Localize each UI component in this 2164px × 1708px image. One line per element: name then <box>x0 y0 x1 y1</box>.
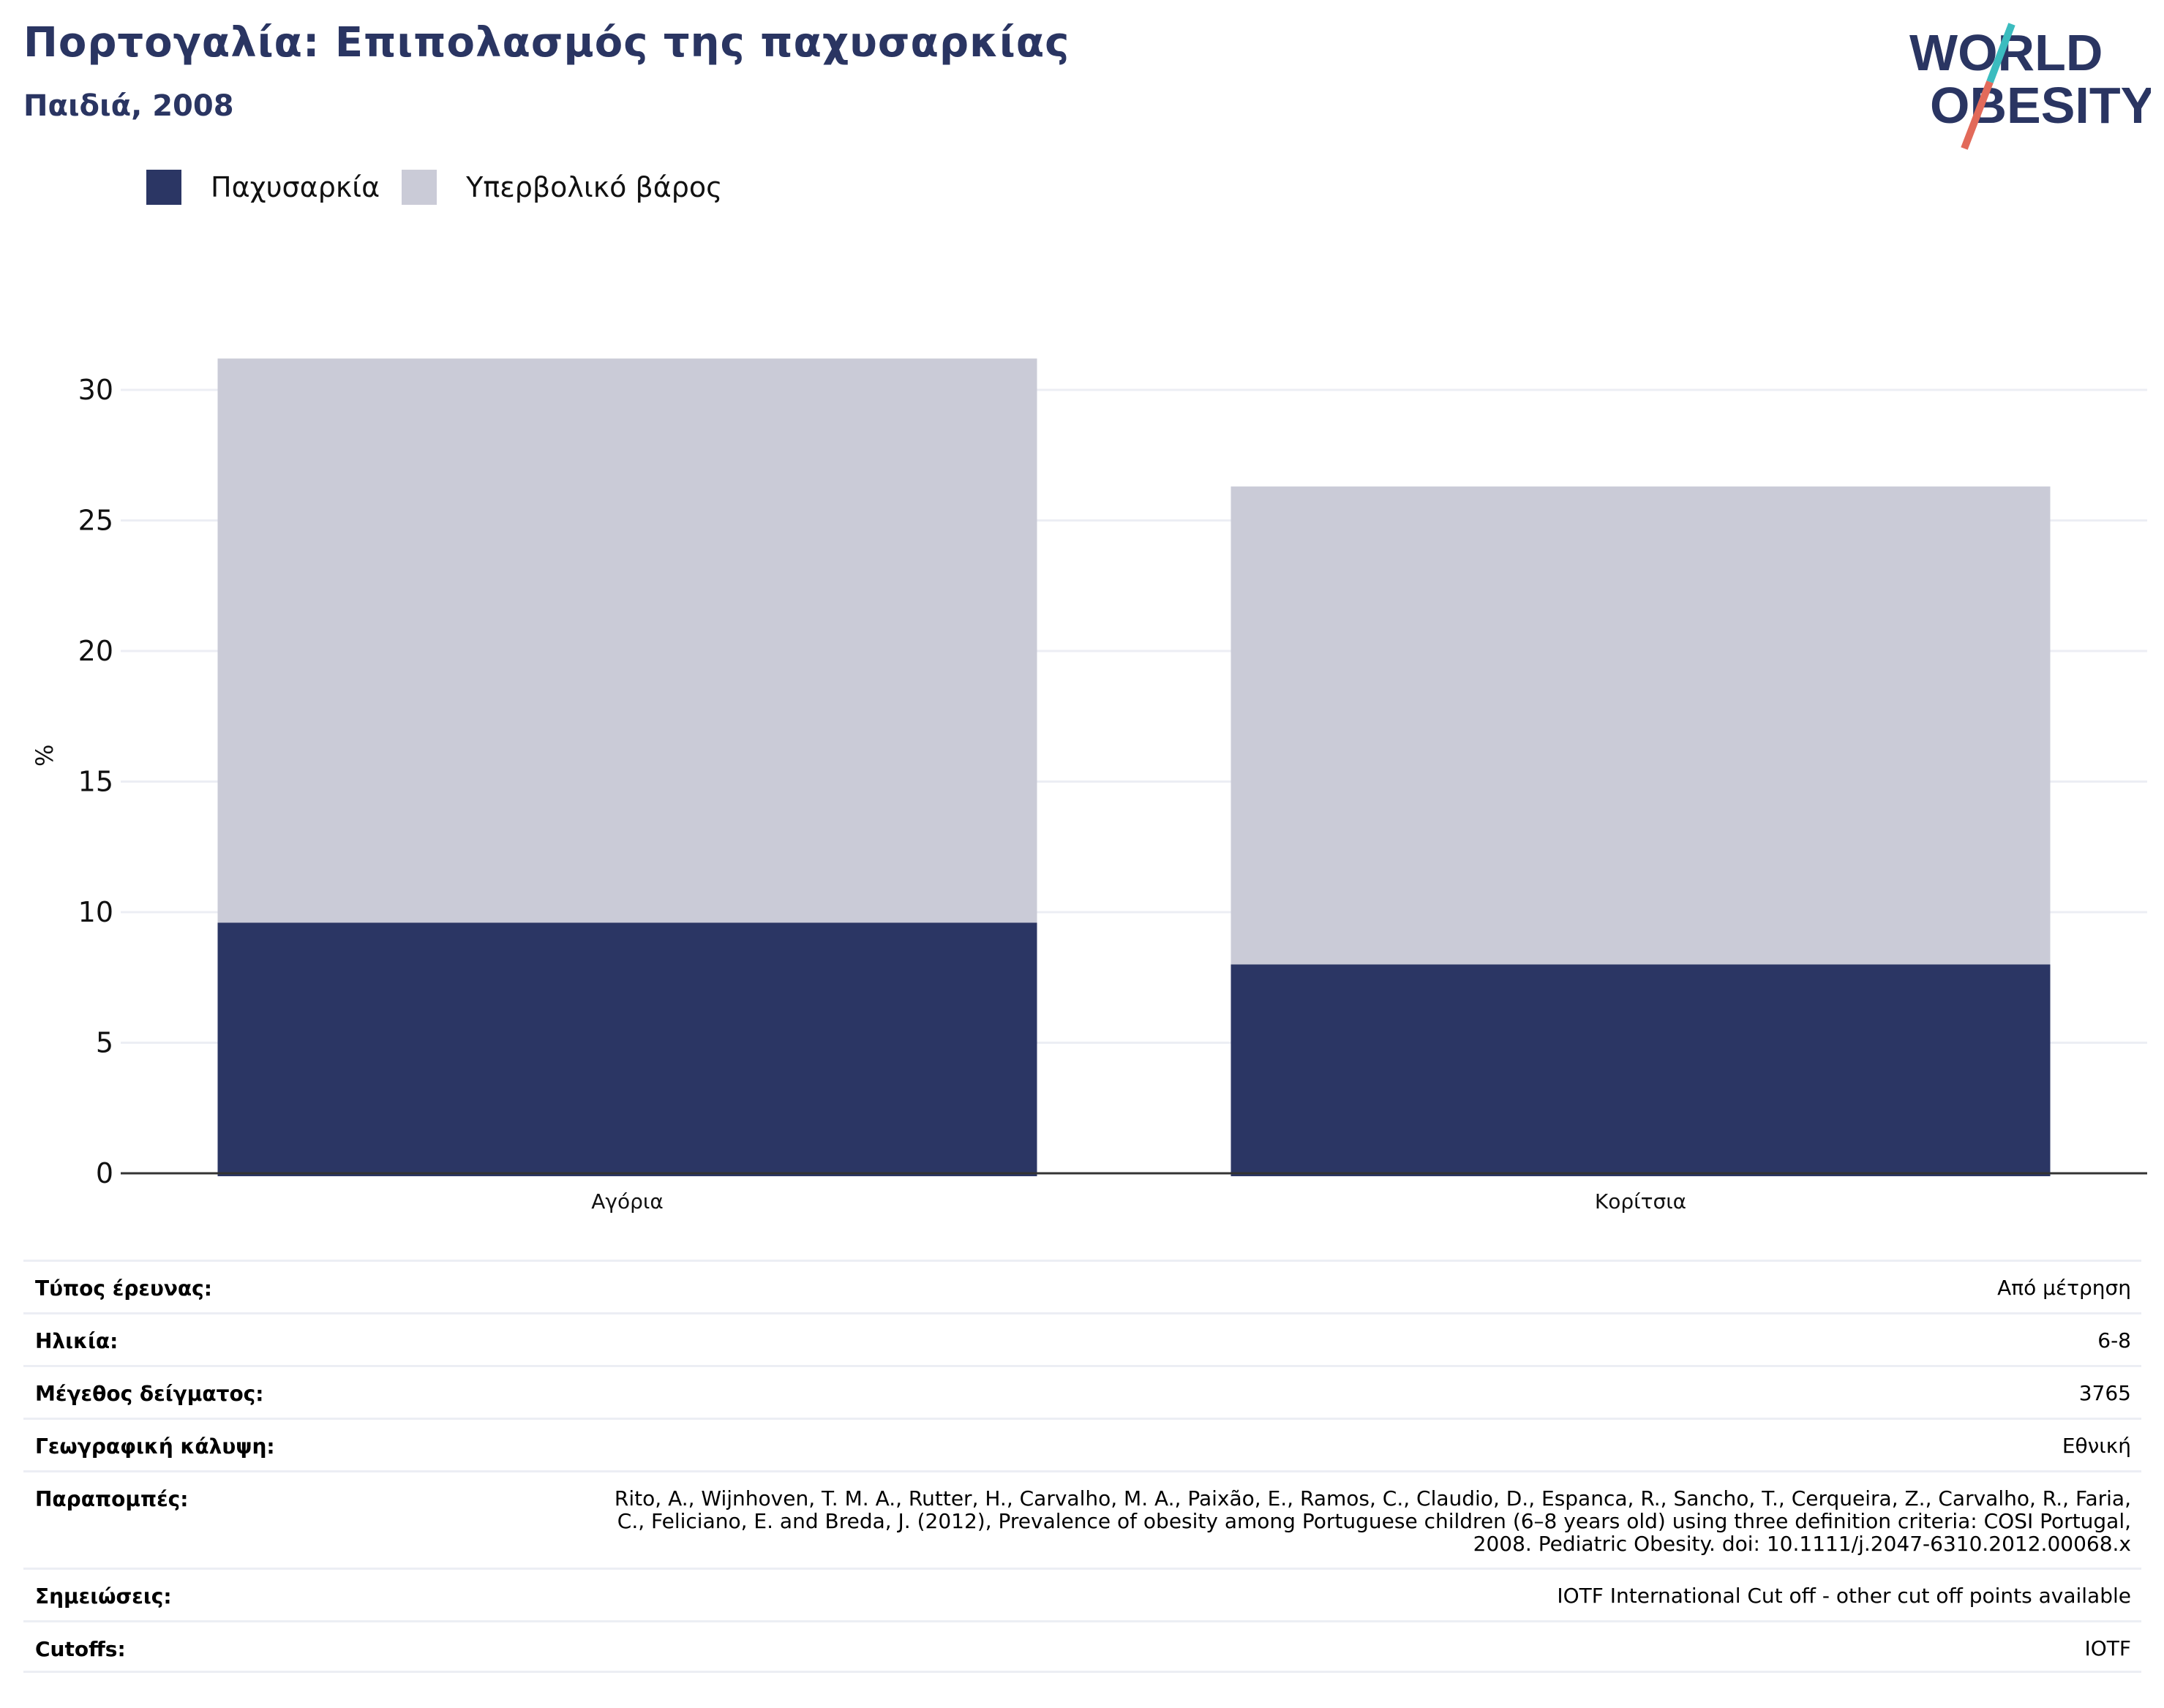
info-row: Ηλικία: 6-8 <box>23 1312 2141 1365</box>
y-tick-label: 0 <box>96 1157 113 1189</box>
x-tick-label: Αγόρια <box>591 1189 664 1214</box>
legend-swatch-overweight <box>402 170 437 205</box>
info-row: Γεωγραφική κάλυψη: Εθνική <box>23 1418 2141 1470</box>
legend: Παχυσαρκία Υπερβολικό βάρος <box>146 167 744 208</box>
info-value: Rito, A., Wijnhoven, T. M. A., Rutter, H… <box>614 1486 2131 1556</box>
info-label: Μέγεθος δείγματος: <box>35 1382 264 1406</box>
info-label: Γεωγραφική κάλυψη: <box>35 1434 275 1459</box>
logo-text-obesity: OBESITY <box>1930 77 2151 134</box>
info-value: IOTF <box>2084 1636 2131 1660</box>
info-label: Τύπος έρευνας: <box>35 1276 212 1301</box>
info-row: Σημειώσεις: IOTF International Cut off - … <box>23 1568 2141 1620</box>
info-value: 3765 <box>2078 1381 2131 1405</box>
y-tick-label: 10 <box>78 896 113 928</box>
info-value: Από μέτρηση <box>1997 1276 2131 1300</box>
bar-segment <box>1231 964 2051 1176</box>
bar-segment <box>1231 486 2051 965</box>
legend-label-obesity: Παχυσαρκία <box>211 171 380 203</box>
info-label: Παραπομπές: <box>35 1487 189 1511</box>
info-value: IOTF International Cut off - other cut o… <box>1557 1584 2131 1608</box>
chart-subtitle: Παιδιά, 2008 <box>23 89 234 123</box>
y-axis-label: % <box>31 745 59 767</box>
y-tick-label: 30 <box>78 374 113 406</box>
metadata-table: Τύπος έρευνας: Από μέτρηση Ηλικία: 6-8 Μέγεθ… <box>23 1260 2141 1673</box>
y-tick-label: 25 <box>78 505 113 537</box>
logo-slash-red <box>1961 80 1994 150</box>
legend-label-overweight: Υπερβολικό βάρος <box>466 171 723 203</box>
info-row: Τύπος έρευνας: Από μέτρηση <box>23 1260 2141 1312</box>
info-row: Παραπομπές: Rito, A., Wijnhoven, T. M. A.… <box>23 1470 2141 1568</box>
logo-slash-teal <box>1986 23 2015 83</box>
info-row: Μέγεθος δείγματος: 3765 <box>23 1365 2141 1418</box>
bar-segment <box>217 922 1037 1176</box>
x-tick-label: Κορίτσια <box>1595 1189 1686 1214</box>
y-tick-label: 20 <box>78 635 113 667</box>
info-label: Cutoffs: <box>35 1637 126 1661</box>
info-value: 6-8 <box>2097 1328 2131 1353</box>
legend-item-obesity: Παχυσαρκία <box>146 170 380 205</box>
bar-segment <box>217 358 1037 923</box>
stacked-bar-chart: 0 5 10 15 20 25 30% Αγόρια Κορίτσια <box>31 358 2147 1214</box>
info-row: Cutoffs: IOTF <box>23 1620 2141 1673</box>
legend-swatch-obesity <box>146 170 181 205</box>
info-label: Ηλικία: <box>35 1329 119 1353</box>
y-tick-label: 15 <box>78 766 113 798</box>
legend-item-overweight: Υπερβολικό βάρος <box>402 170 722 205</box>
info-label: Σημειώσεις: <box>35 1584 172 1609</box>
info-value: Εθνική <box>2062 1434 2131 1458</box>
chart-title: Πορτογαλία: Επιπολασμός της παχυσαρκίας <box>23 19 1070 67</box>
y-tick-label: 5 <box>96 1027 113 1059</box>
world-obesity-logo: WORLD OBESITY <box>1909 23 2151 150</box>
